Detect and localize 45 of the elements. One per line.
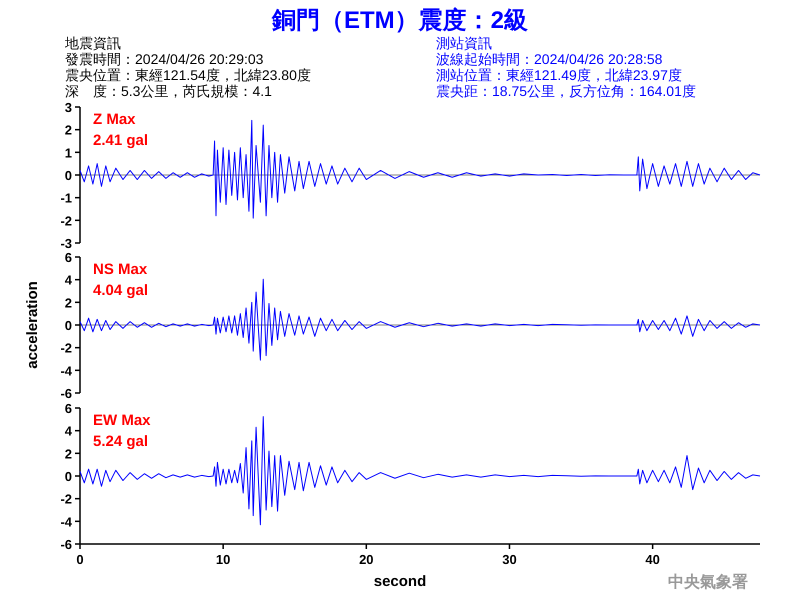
y-tick-label: 0 — [64, 469, 72, 484]
text: 中央氣象署 — [668, 573, 748, 591]
text: 測站位置：東經121.49度，北緯23.97度 — [436, 67, 682, 83]
y-tick-label: 1 — [64, 145, 72, 160]
x-tick-label: 20 — [359, 552, 374, 567]
y-axis-title: acceleration — [24, 281, 41, 369]
y-tick-label: 6 — [64, 250, 72, 265]
x-tick-label: 10 — [216, 552, 230, 567]
y-tick-label: -3 — [60, 236, 72, 251]
text: 波線起始時間：2024/04/26 20:28:58 — [436, 51, 663, 67]
annotation: Z Max — [93, 111, 136, 128]
annotation: NS Max — [93, 261, 148, 278]
y-tick-label: 0 — [64, 168, 72, 183]
y-tick-label: -2 — [60, 492, 72, 507]
y-tick-label: 6 — [64, 401, 72, 416]
y-tick-label: -6 — [60, 537, 72, 552]
annotation: 2.41 gal — [93, 132, 148, 149]
x-tick-label: 30 — [502, 552, 517, 567]
y-tick-label: 2 — [64, 122, 72, 138]
y-tick-label: 4 — [64, 272, 73, 288]
text: 深 度：5.3公里，芮氏規模：4.1 — [65, 83, 272, 99]
text: 震央位置：東經121.54度，北緯23.80度 — [65, 67, 311, 83]
x-tick-label: 40 — [645, 552, 660, 567]
text: 發震時間：2024/04/26 20:29:03 — [65, 51, 264, 67]
y-tick-label: 2 — [64, 295, 72, 310]
text: 震央距：18.75公里，反方位角：164.01度 — [436, 83, 696, 99]
x-tick-label: 0 — [76, 552, 84, 567]
annotation: 4.04 gal — [93, 282, 148, 299]
y-tick-label: 4 — [64, 424, 73, 439]
y-tick-label: -1 — [60, 190, 72, 206]
y-tick-label: 0 — [64, 318, 72, 333]
y-tick-label: -4 — [60, 514, 73, 530]
y-tick-label: -6 — [60, 386, 72, 401]
y-tick-label: 2 — [64, 446, 72, 462]
annotation: EW Max — [93, 412, 152, 429]
text: 地震資訊 — [64, 35, 121, 51]
y-tick-label: -2 — [60, 340, 72, 356]
chart-title: 銅門（ETM）震度：2級 — [270, 7, 528, 34]
y-tick-label: 3 — [64, 100, 72, 115]
x-axis-title: second — [374, 573, 426, 590]
y-tick-label: -2 — [60, 213, 72, 228]
y-tick-label: -4 — [60, 363, 73, 378]
text: 測站資訊 — [436, 35, 492, 51]
annotation: 5.24 gal — [93, 433, 148, 450]
line-series — [80, 416, 760, 526]
